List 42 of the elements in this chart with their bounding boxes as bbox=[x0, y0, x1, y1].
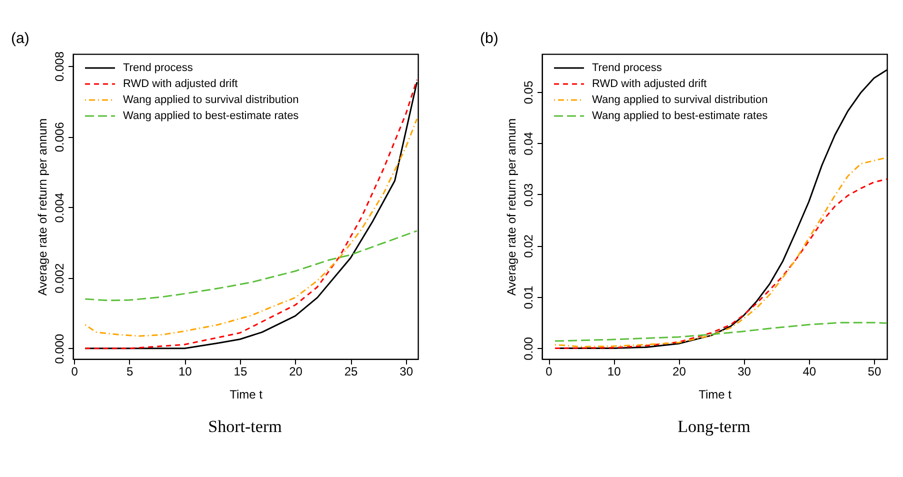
x-tick-label: 5 bbox=[126, 364, 134, 378]
y-tick-label: 0.004 bbox=[52, 192, 66, 223]
legend-label: Wang applied to best-estimate rates bbox=[123, 110, 300, 122]
y-tick-label: 0.04 bbox=[522, 132, 536, 156]
y-tick-label: 0.008 bbox=[52, 51, 66, 82]
x-axis-title: Time t bbox=[230, 388, 264, 402]
legend-label: Wang applied to survival distribution bbox=[123, 94, 299, 106]
x-tick-label: 25 bbox=[344, 364, 358, 378]
legend-label: RWD with adjusted drift bbox=[592, 78, 707, 90]
y-tick-label: 0.002 bbox=[52, 262, 66, 294]
y-axis-title: Average rate of return per annum bbox=[36, 118, 50, 296]
x-tick-label: 15 bbox=[234, 364, 248, 378]
legend-label: Wang applied to survival distribution bbox=[592, 94, 768, 106]
legend-label: Trend process bbox=[592, 62, 662, 74]
x-tick-label: 0 bbox=[546, 364, 553, 378]
text: Long-term bbox=[678, 417, 750, 436]
chart-title: (b) bbox=[480, 30, 498, 47]
x-tick-label: 20 bbox=[672, 364, 686, 378]
x-tick-label: 10 bbox=[607, 364, 622, 378]
x-tick-label: 30 bbox=[738, 364, 752, 378]
y-tick-label: 0.000 bbox=[52, 334, 66, 364]
y-tick-label: 0.00 bbox=[522, 336, 536, 360]
legend-label: RWD with adjusted drift bbox=[123, 78, 238, 90]
legend-label: Wang applied to best-estimate rates bbox=[592, 110, 768, 122]
y-axis-title: Average rate of return per annum bbox=[504, 118, 518, 296]
y-tick-label: 0.006 bbox=[52, 122, 66, 152]
x-tick-label: 20 bbox=[289, 364, 303, 378]
chart-title: (a) bbox=[11, 30, 30, 47]
x-tick-label: 50 bbox=[868, 364, 882, 378]
x-axis-title: Time t bbox=[698, 388, 732, 402]
y-tick-label: 0.03 bbox=[522, 182, 536, 207]
line-series bbox=[554, 322, 887, 342]
x-tick-label: 0 bbox=[71, 364, 78, 378]
y-tick-label: 0.02 bbox=[522, 234, 536, 258]
text: Short-term bbox=[208, 417, 282, 436]
x-tick-label: 30 bbox=[400, 364, 414, 378]
line-series bbox=[84, 230, 418, 302]
x-tick-label: 40 bbox=[802, 364, 816, 378]
x-tick-label: 10 bbox=[178, 364, 192, 378]
legend-label: Trend process bbox=[123, 62, 194, 74]
y-tick-label: 0.01 bbox=[522, 285, 536, 310]
y-tick-label: 0.05 bbox=[522, 80, 536, 104]
